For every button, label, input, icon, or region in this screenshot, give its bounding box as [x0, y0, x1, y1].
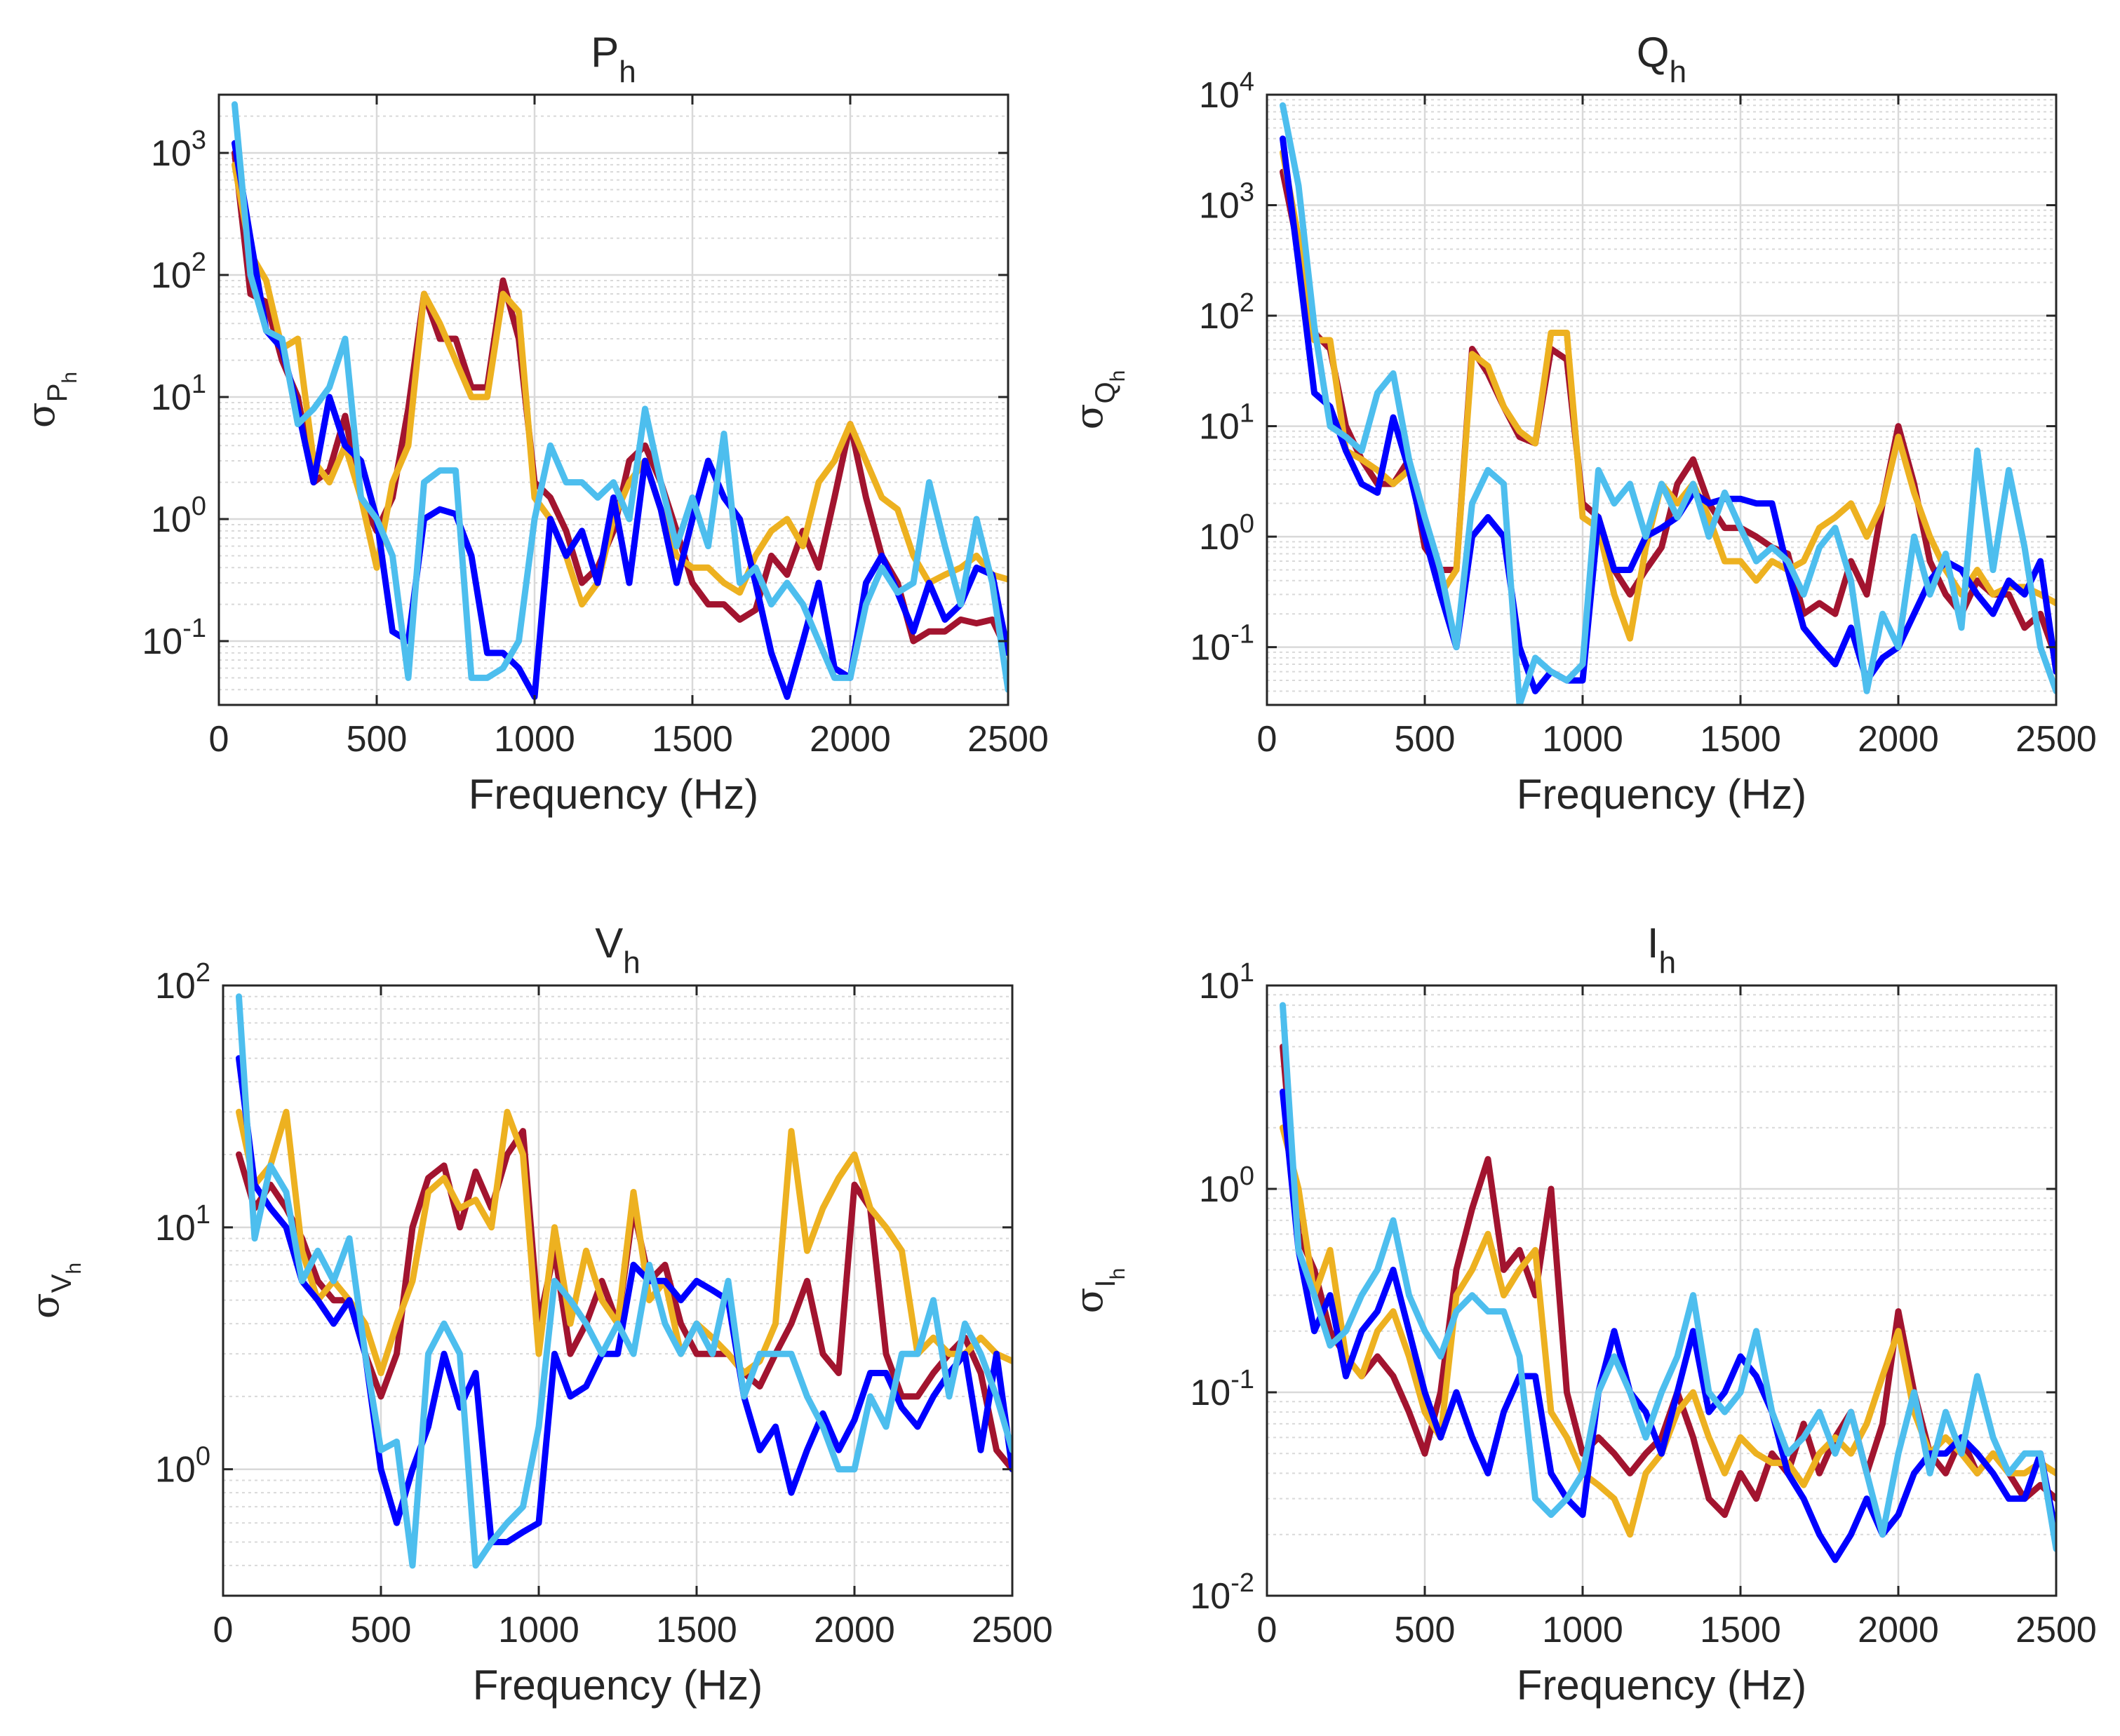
y-tick-label: 100	[151, 492, 206, 540]
y-tick-label: 101	[1199, 399, 1254, 448]
axes-box	[1266, 93, 2058, 706]
y-tick-label: 10-2	[1190, 1568, 1254, 1617]
series-3-line	[232, 140, 1008, 700]
x-tick-label: 2500	[2015, 719, 2097, 760]
x-tick-label: 500	[1395, 719, 1456, 760]
series-2-line	[236, 1108, 1012, 1376]
series-4-line	[236, 993, 1012, 1569]
chart-title: Vh	[595, 920, 640, 980]
y-axis-label: σIh	[1067, 1268, 1129, 1314]
x-tick-label: 1000	[498, 1610, 579, 1650]
y-tick-label: 10-1	[1190, 620, 1254, 668]
chart-title: Ih	[1647, 920, 1676, 980]
chart-panel-3: 0 500 1000 1500 2000 2500 100 101 102 Vh Frequency…	[23, 920, 1053, 1709]
series-group	[236, 993, 1012, 1569]
y-tick-label: 100	[1199, 1162, 1254, 1210]
x-tick-label: 1500	[652, 719, 733, 760]
y-axis-label: σVh	[23, 1263, 86, 1319]
series-4-line	[232, 101, 1008, 693]
chart-panel-4: 0 500 1000 1500 2000 2500 10-2 10-1 100 101 Ih Freq…	[1067, 920, 2097, 1709]
x-tick-label: 2500	[967, 719, 1049, 760]
y-tick-label: 102	[151, 248, 206, 296]
x-tick-label: 0	[213, 1610, 234, 1650]
series-group	[1280, 102, 2056, 705]
x-tick-label: 0	[1257, 719, 1277, 760]
x-tick-label: 2500	[972, 1610, 1053, 1650]
y-tick-label: 101	[151, 370, 206, 418]
x-tick-label: 2000	[1858, 1610, 1939, 1650]
series-4-line	[1280, 1002, 2056, 1552]
x-axis-label: Frequency (Hz)	[469, 771, 758, 818]
x-axis-label: Frequency (Hz)	[1517, 1662, 1806, 1709]
y-tick-label: 101	[155, 1200, 210, 1249]
y-tick-label: 102	[155, 958, 210, 1007]
y-tick-label: 103	[151, 126, 206, 174]
axes-box	[222, 984, 1014, 1597]
x-tick-label: 2000	[814, 1610, 895, 1650]
y-tick-label: 100	[155, 1442, 210, 1491]
x-tick-label: 1000	[1542, 1610, 1623, 1650]
chart-panel-2: 0 500 1000 1500 2000 2500 10-1 100 101 102 103 104 Q…	[1067, 29, 2097, 818]
y-tick-label: 104	[1199, 67, 1254, 116]
y-axis-label: σPh	[19, 372, 81, 428]
series-4-line	[1280, 102, 2056, 705]
axes-box	[217, 93, 1009, 706]
y-tick-label: 10-1	[1190, 1365, 1254, 1413]
chart-title: Qh	[1637, 29, 1686, 89]
axes-box	[1266, 984, 2058, 1597]
x-tick-label: 1500	[1700, 1610, 1781, 1650]
x-tick-label: 500	[347, 719, 408, 760]
chart-panel-1: 0 500 1000 1500 2000 2500 10-1 100 101 102 103 Ph Fr…	[19, 29, 1049, 818]
chart-title: Ph	[591, 29, 636, 89]
y-tick-label: 102	[1199, 288, 1254, 337]
y-tick-label: 100	[1199, 509, 1254, 558]
x-tick-label: 1500	[656, 1610, 737, 1650]
x-tick-label: 2000	[810, 719, 891, 760]
x-tick-label: 2500	[2015, 1610, 2097, 1650]
x-tick-label: 500	[1395, 1610, 1456, 1650]
x-tick-label: 1000	[494, 719, 575, 760]
x-tick-label: 0	[1257, 1610, 1277, 1650]
x-axis-label: Frequency (Hz)	[1517, 771, 1806, 818]
y-tick-label: 101	[1199, 958, 1254, 1007]
x-tick-label: 0	[209, 719, 229, 760]
y-tick-label: 103	[1199, 178, 1254, 227]
x-tick-label: 500	[351, 1610, 412, 1650]
y-tick-label: 10-1	[142, 614, 206, 662]
series-group	[1280, 1002, 2056, 1563]
x-axis-label: Frequency (Hz)	[473, 1662, 763, 1709]
series-group	[232, 101, 1008, 700]
plot-area	[219, 95, 1008, 705]
y-axis-label: σQh	[1067, 370, 1129, 430]
x-tick-label: 1500	[1700, 719, 1781, 760]
x-tick-label: 2000	[1858, 719, 1939, 760]
x-tick-label: 1000	[1542, 719, 1623, 760]
